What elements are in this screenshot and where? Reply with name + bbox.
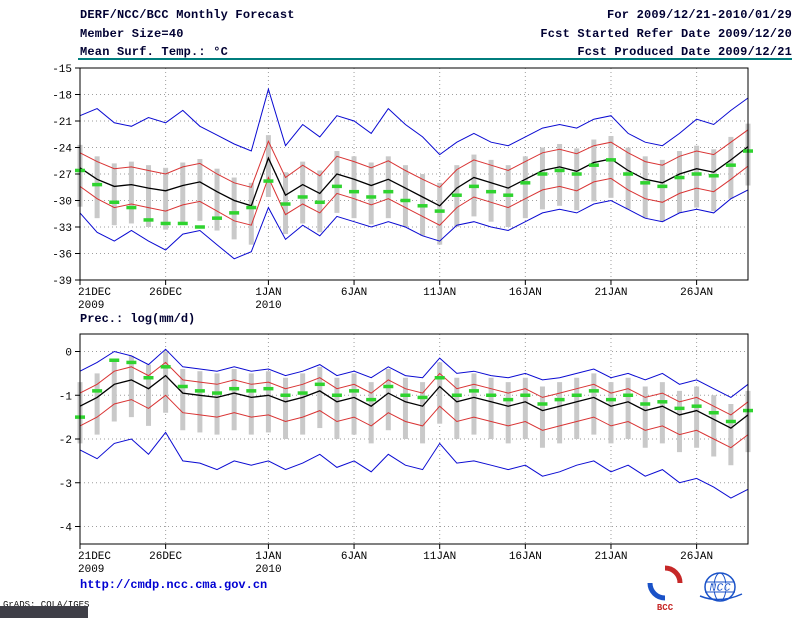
axes: 0 -1 -2 -3 -4 21DEC 26DEC 1JAN 6JAN 11JAN 16JAN 21J… xyxy=(59,333,749,576)
x-tick-label: 16JAN xyxy=(509,287,542,299)
y-tick-label: -39 xyxy=(52,276,72,288)
x-tick-label: 6JAN xyxy=(341,287,367,299)
corner-window-fragment xyxy=(0,606,88,618)
y-tick-label: -1 xyxy=(59,391,73,403)
member-spread-bars xyxy=(77,351,751,466)
x-tick-label: 1JAN xyxy=(255,287,281,299)
y-tick-label: -21 xyxy=(52,117,72,129)
grads-credit-label: GrADS: COLA/IGES xyxy=(3,600,90,610)
prec-chart: 0 -1 -2 -3 -4 21DEC 26DEC 1JAN 6JAN 11JAN 16JAN 21J… xyxy=(59,333,753,576)
lower-quartile-line xyxy=(79,165,749,226)
prec-panel-title: Prec.: log(mm/d) xyxy=(80,312,196,326)
temp-chart: -15 -18 -21 -24 -27 -30 -33 -36 -39 21DEC 26DEC 1JA… xyxy=(52,64,753,310)
ensemble-max-line xyxy=(79,348,749,398)
x-tick-label: 26DEC xyxy=(149,551,182,563)
temp-panel-title: Mean Surf. Temp.: °C xyxy=(80,45,229,59)
y-tick-label: 0 xyxy=(65,348,72,360)
y-tick-label: -27 xyxy=(52,170,72,182)
ncc-logo: NCC xyxy=(699,572,743,602)
x-tick-label: 21JAN xyxy=(594,287,627,299)
grid xyxy=(79,67,748,281)
member-size-label: Member Size=40 xyxy=(80,27,184,41)
ensemble-min-line xyxy=(79,431,749,499)
x-year-label: 2010 xyxy=(255,564,281,576)
x-tick-label: 26DEC xyxy=(149,287,182,299)
y-tick-label: -30 xyxy=(52,197,72,209)
x-tick-label: 6JAN xyxy=(341,551,367,563)
grid xyxy=(79,334,748,544)
bcc-swirl-red xyxy=(664,565,683,584)
bcc-swirl-blue xyxy=(647,582,666,601)
y-tick-label: -18 xyxy=(52,91,72,103)
header-divider xyxy=(78,58,792,60)
y-tick-label: -4 xyxy=(59,523,73,535)
x-tick-label: 11JAN xyxy=(423,287,456,299)
ensemble-max-line xyxy=(79,87,749,156)
x-tick-label: 11JAN xyxy=(423,551,456,563)
x-tick-label: 26JAN xyxy=(680,551,713,563)
produced-date-label: Fcst Produced Date 2009/12/21 xyxy=(577,45,792,59)
y-tick-label: -24 xyxy=(52,144,72,156)
y-tick-label: -3 xyxy=(59,479,72,491)
bcc-logo: BCC xyxy=(647,565,683,612)
refer-date-label: Fcst Started Refer Date 2009/12/20 xyxy=(540,27,792,41)
x-tick-label: 21DEC xyxy=(78,287,111,299)
ensemble-mean-line xyxy=(79,374,749,429)
plot-frame xyxy=(79,333,749,545)
x-year-label: 2010 xyxy=(255,300,281,310)
x-year-label: 2009 xyxy=(78,564,104,576)
x-tick-label: 21JAN xyxy=(594,551,627,563)
axes: -15 -18 -21 -24 -27 -30 -33 -36 -39 21DEC 26DEC 1JA… xyxy=(52,64,749,310)
obs-climatology-dashes xyxy=(75,149,753,229)
bcc-logo-label: BCC xyxy=(657,603,674,612)
x-tick-label: 26JAN xyxy=(680,287,713,299)
ncc-swoosh xyxy=(699,593,743,601)
ncc-meridian xyxy=(713,572,727,602)
ensemble-min-line xyxy=(79,189,749,260)
y-tick-label: -33 xyxy=(52,223,72,235)
obs-climatology-dashes xyxy=(75,358,753,424)
upper-quartile-line xyxy=(79,129,749,188)
y-tick-label: -15 xyxy=(52,64,72,76)
lower-quartile-line xyxy=(79,394,749,449)
upper-quartile-line xyxy=(79,361,749,416)
x-tick-label: 21DEC xyxy=(78,551,111,563)
plot-frame xyxy=(79,67,749,281)
x-tick-label: 1JAN xyxy=(255,551,281,563)
y-tick-label: -36 xyxy=(52,250,72,262)
page-title: DERF/NCC/BCC Monthly Forecast xyxy=(80,8,295,22)
source-url-text: http://cmdp.ncc.cma.gov.cn xyxy=(80,578,268,592)
ncc-logo-label: NCC xyxy=(709,581,731,595)
y-tick-label: -2 xyxy=(59,435,72,447)
x-year-label: 2009 xyxy=(78,300,104,310)
ensemble-mean-line xyxy=(79,146,749,207)
x-tick-label: 16JAN xyxy=(509,551,542,563)
forecast-range-label: For 2009/12/21-2010/01/29 xyxy=(606,8,792,22)
